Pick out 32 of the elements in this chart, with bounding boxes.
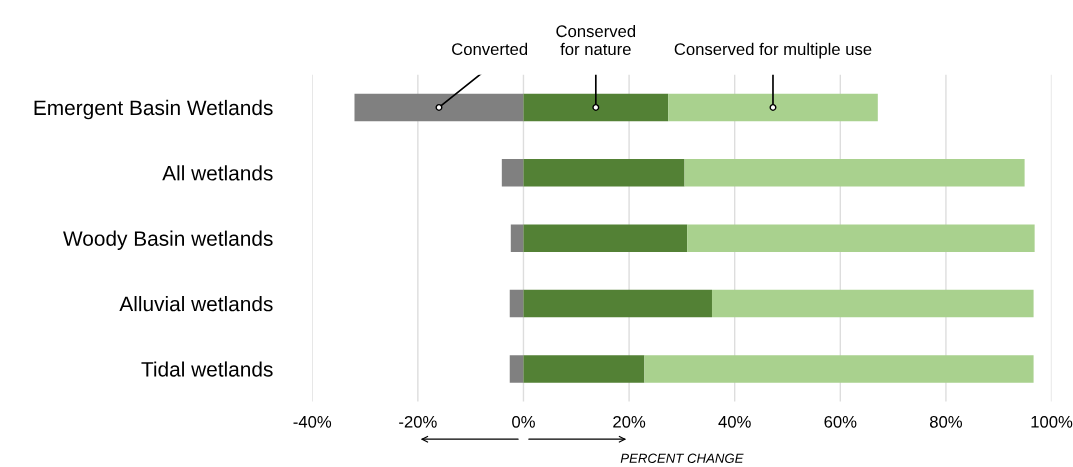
x-tick-label: -20% — [399, 415, 437, 428]
x-tick-label: 100% — [1031, 415, 1073, 428]
bar — [501, 159, 524, 187]
bar — [523, 355, 645, 383]
bar — [509, 355, 524, 383]
bar — [684, 159, 1025, 187]
x-tick-label: -40% — [293, 415, 332, 428]
x-tick-label: 80% — [929, 415, 963, 428]
x-tick-label: 20% — [613, 415, 646, 428]
bar — [523, 159, 685, 187]
bar — [687, 224, 1035, 252]
bar — [523, 224, 688, 252]
bar — [510, 224, 524, 252]
x-tick-label: 60% — [824, 415, 857, 428]
bar — [523, 289, 712, 318]
y-tick-label: Alluvial wetlands — [119, 296, 273, 312]
bar — [711, 289, 1034, 318]
bar — [523, 93, 669, 122]
y-tick-label: Emergent Basin Wetlands — [34, 99, 273, 120]
text: Converted — [452, 42, 528, 56]
bar — [509, 289, 524, 318]
bar — [354, 93, 524, 122]
y-tick-label: Woody Basin wetlands — [63, 230, 273, 251]
y-tick-label: Tidal wetlands — [141, 361, 273, 377]
y-tick-label: All wetlands — [162, 165, 273, 181]
bar — [644, 355, 1034, 383]
x-tick-label: 40% — [718, 415, 751, 428]
bar — [668, 93, 878, 122]
text: Conserved for multiple use — [674, 42, 872, 59]
x-axis-title: PERCENT CHANGE — [620, 453, 744, 463]
text: Conserved for nature — [556, 24, 636, 56]
x-tick-label: 0% — [512, 415, 535, 428]
